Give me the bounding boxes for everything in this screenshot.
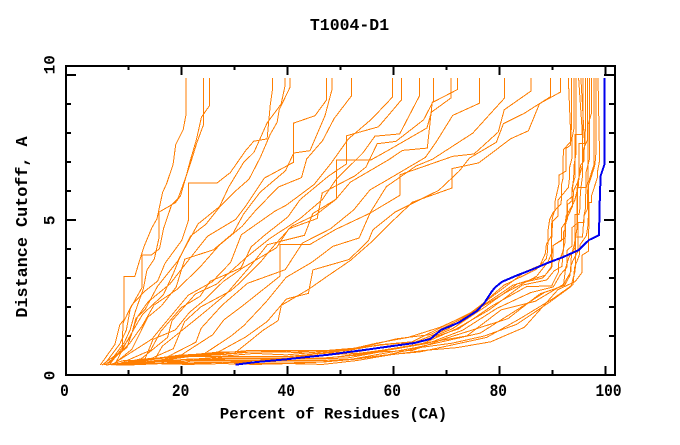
svg-text:20: 20 [172,382,189,402]
svg-text:Percent of Residues (CA): Percent of Residues (CA) [220,406,448,424]
svg-text:5: 5 [42,215,60,225]
svg-text:0: 0 [42,371,60,381]
svg-text:100: 100 [595,382,621,402]
svg-text:Distance Cutoff, A: Distance Cutoff, A [14,135,33,317]
svg-text:T1004-D1: T1004-D1 [310,16,389,35]
svg-text:60: 60 [384,382,401,402]
svg-text:80: 80 [490,382,507,402]
svg-text:10: 10 [42,55,60,74]
svg-text:0: 0 [60,382,69,402]
svg-text:40: 40 [278,382,295,402]
